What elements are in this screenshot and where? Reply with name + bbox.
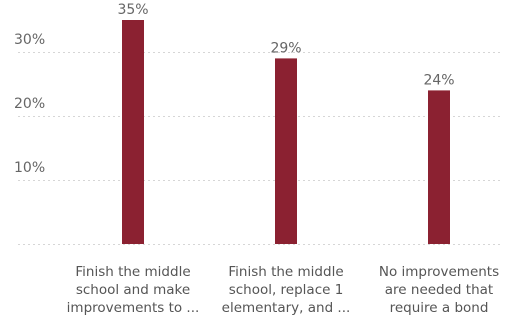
y-tick-label-2: 30% [14, 32, 45, 48]
data-label-1: 29% [270, 40, 301, 56]
data-label-0: 35% [117, 2, 148, 18]
category-label-line: No improvements [378, 264, 500, 280]
category-label-line: Finish the middle [75, 264, 191, 280]
category-label-line: school and make [75, 282, 191, 298]
y-tick-label-1: 20% [14, 96, 45, 112]
category-label-line: require a bond [389, 300, 489, 316]
bar-2 [428, 90, 450, 245]
category-label-line: school, replace 1 [228, 282, 344, 298]
data-label-2: 24% [423, 72, 454, 88]
category-label-line: are needed that [384, 282, 494, 298]
category-label-line: improvements to ... [66, 300, 200, 316]
y-tick-label-0: 10% [14, 160, 45, 176]
category-label-1: Finish the middle school, replace 1 elemen… [211, 263, 361, 317]
gridlines [18, 52, 503, 245]
category-label-0: Finish the middle school and make improvem… [58, 263, 208, 317]
bar-1 [275, 58, 297, 245]
data-labels: 35% 29% 24% [117, 2, 454, 88]
bars [122, 20, 450, 245]
bar-0 [122, 20, 144, 244]
category-label-line: elementary, and ... [221, 300, 351, 316]
category-label-line: Finish the middle [228, 264, 344, 280]
y-axis-ticks: 10% 20% 30% [14, 32, 45, 176]
category-label-2: No improvements are needed that require a … [364, 263, 509, 317]
